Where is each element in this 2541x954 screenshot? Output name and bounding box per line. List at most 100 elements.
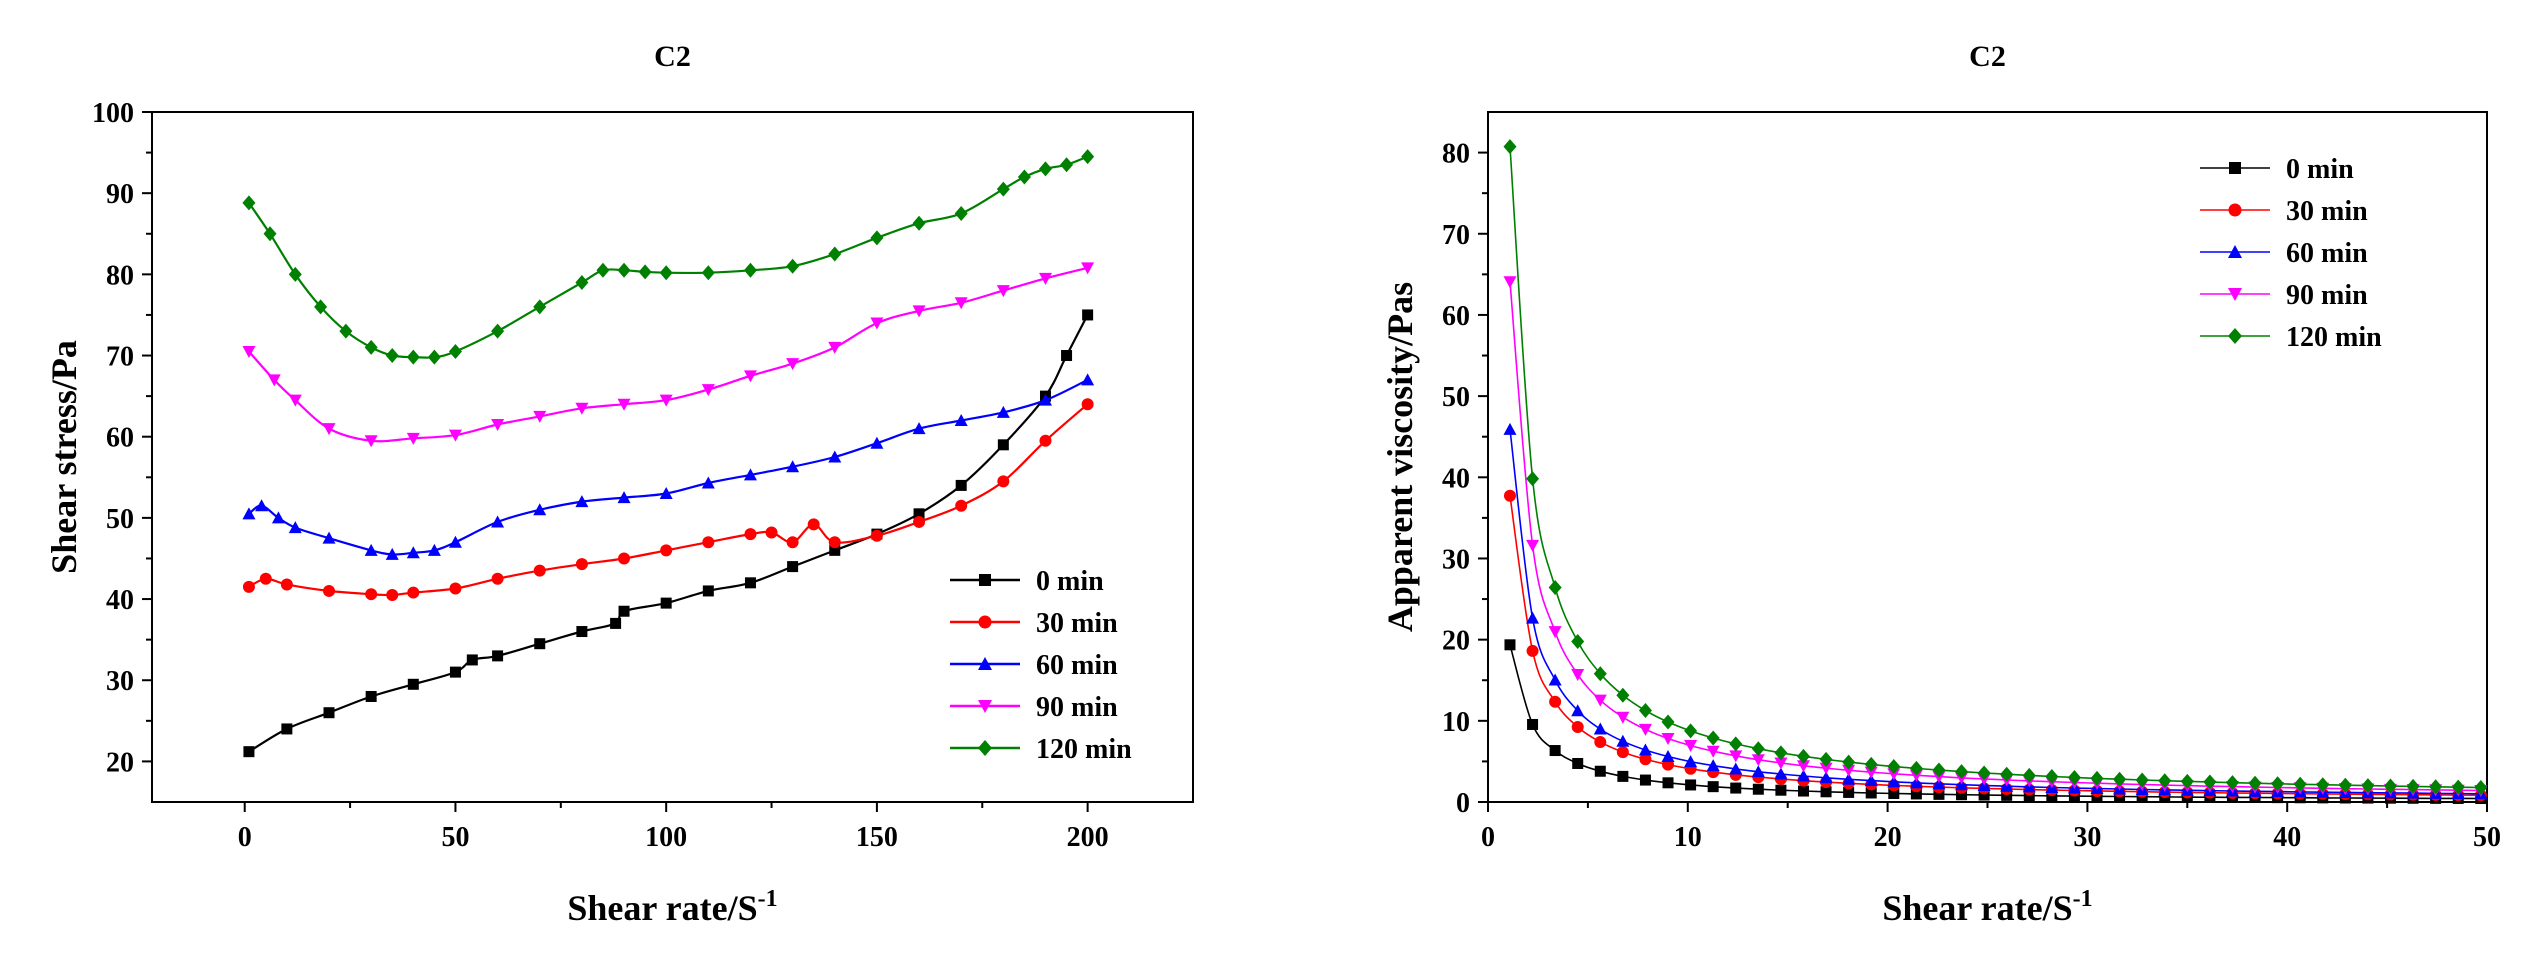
data-point <box>1820 786 1832 798</box>
data-point <box>2135 772 2149 788</box>
viscosity-y-tick-label: 30 <box>1442 544 1470 575</box>
data-point <box>913 515 926 528</box>
data-point <box>1038 161 1052 177</box>
data-point <box>386 589 399 601</box>
data-point <box>1684 723 1698 739</box>
data-point <box>323 584 336 597</box>
legend-label: 0 min <box>2286 154 2354 185</box>
data-point <box>255 499 269 512</box>
data-point <box>2429 779 2443 795</box>
data-point <box>491 572 504 585</box>
data-point <box>1865 787 1877 799</box>
data-point <box>1061 350 1073 362</box>
y-axis-label: Shear stress/Pa <box>44 340 84 574</box>
data-point <box>288 394 302 407</box>
data-point <box>743 468 757 481</box>
data-point <box>1684 755 1698 768</box>
data-point <box>828 450 842 463</box>
data-point <box>1819 751 1833 767</box>
data-point <box>702 536 715 549</box>
data-point <box>2203 774 2217 790</box>
data-point <box>1887 759 1901 775</box>
stress-y-tick-label: 20 <box>106 747 134 778</box>
data-point <box>339 323 353 339</box>
data-point <box>1616 687 1630 703</box>
stress-x-tick-label: 150 <box>856 822 898 853</box>
data-point <box>787 561 799 573</box>
data-point <box>1571 704 1585 717</box>
data-point <box>365 588 378 601</box>
data-point <box>617 491 631 504</box>
data-point <box>2225 775 2239 791</box>
data-point <box>1956 789 1968 801</box>
data-point <box>427 543 441 556</box>
data-point <box>533 299 547 315</box>
x-axis-label-text: Shear rate/S <box>1882 888 2072 928</box>
data-point <box>829 544 841 556</box>
data-point <box>322 531 336 544</box>
data-point <box>575 274 589 290</box>
series-line <box>248 403 1089 597</box>
data-point <box>1707 781 1719 793</box>
data-point <box>2406 778 2420 794</box>
data-point <box>743 370 757 383</box>
data-point <box>364 339 378 355</box>
data-point <box>702 585 714 597</box>
series-line <box>1509 281 2481 792</box>
data-point <box>1864 774 1878 787</box>
data-point <box>2316 777 2330 793</box>
legend-label: 90 min <box>2286 280 2368 311</box>
viscosity-x-tick-label: 50 <box>2473 822 2501 853</box>
legend-marker <box>978 657 992 670</box>
data-point <box>1843 786 1855 798</box>
data-point <box>1594 765 1606 777</box>
data-point <box>1729 762 1743 775</box>
data-point <box>1796 748 1810 764</box>
series-120-min <box>242 149 1095 365</box>
legend-marker <box>2228 328 2242 344</box>
data-point <box>1775 784 1787 796</box>
data-point <box>1864 756 1878 772</box>
data-point <box>1548 673 1562 686</box>
data-point <box>1616 734 1630 747</box>
viscosity-y-tick-label: 20 <box>1442 626 1470 657</box>
data-point <box>743 262 757 278</box>
data-point <box>242 580 255 593</box>
data-point <box>1819 771 1833 784</box>
data-point <box>996 285 1010 298</box>
data-point <box>1796 769 1810 782</box>
x-axis-label-text: Shear rate/S <box>567 888 757 928</box>
data-point <box>406 349 420 365</box>
data-point <box>1639 753 1652 766</box>
data-point <box>912 215 926 231</box>
data-point <box>1060 157 1074 173</box>
data-point <box>828 536 841 549</box>
series-90-min <box>1503 276 2488 797</box>
stress-x-tick-label: 100 <box>645 822 687 853</box>
legend-marker <box>979 574 991 586</box>
legend-label: 60 min <box>1036 650 1118 681</box>
stress-x-tick-label: 0 <box>238 822 252 853</box>
data-point <box>576 626 588 638</box>
legend-marker <box>2229 162 2241 174</box>
stress-y-tick-label: 50 <box>106 504 134 535</box>
data-point <box>1594 736 1607 749</box>
data-point <box>1842 764 1856 777</box>
data-point <box>954 205 968 221</box>
viscosity-y-tick-label: 40 <box>1442 463 1470 494</box>
data-point <box>1730 782 1742 794</box>
data-point <box>1616 746 1629 759</box>
legend-label: 90 min <box>1036 692 1118 723</box>
legend-label: 30 min <box>2286 196 2368 227</box>
data-point <box>744 577 756 589</box>
viscosity-x-tick-label: 10 <box>1674 822 1702 853</box>
data-point <box>1978 789 1990 801</box>
legend-label: 30 min <box>1036 608 1118 639</box>
data-point <box>870 529 883 542</box>
data-point <box>1842 772 1856 785</box>
chart-title: C2 <box>1969 40 2006 73</box>
data-point <box>1887 768 1901 781</box>
data-point <box>1729 736 1743 752</box>
data-point <box>2001 789 2013 801</box>
data-point <box>1527 718 1539 730</box>
